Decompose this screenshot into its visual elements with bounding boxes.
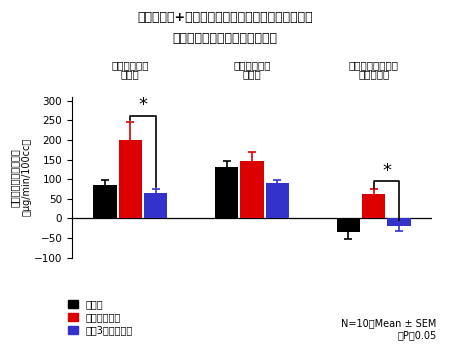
Text: 正味の筋タンパク: 正味の筋タンパク <box>349 60 399 70</box>
Bar <box>337 218 360 232</box>
Bar <box>362 194 386 218</box>
Text: 筋タンパク質: 筋タンパク質 <box>112 60 149 70</box>
Text: の合成: の合成 <box>121 69 140 79</box>
Text: *: * <box>382 161 391 180</box>
Bar <box>240 161 264 218</box>
Y-axis label: 腿部筋タンパク質代謝
（μg/min/100cc）: 腿部筋タンパク質代謝 （μg/min/100cc） <box>9 138 31 216</box>
Text: 筋タンパク質代謝に及ぼす影響: 筋タンパク質代謝に及ぼす影響 <box>172 32 278 45</box>
Bar <box>118 140 142 218</box>
Bar <box>266 183 289 218</box>
Text: タンパク質+糖質サプリメントの摂取タイミングが: タンパク質+糖質サプリメントの摂取タイミングが <box>137 11 313 24</box>
Bar <box>93 185 117 218</box>
Text: 質バランス: 質バランス <box>358 69 389 79</box>
Bar <box>387 218 411 226</box>
Text: N=10、Mean ± SEM
＊P＜0.05: N=10、Mean ± SEM ＊P＜0.05 <box>341 319 436 340</box>
Legend: 摂取前, 運動直後摂取, 運動3時間後摂取: 摂取前, 運動直後摂取, 運動3時間後摂取 <box>68 299 133 335</box>
Text: の分解: の分解 <box>243 69 261 79</box>
Text: *: * <box>139 96 148 114</box>
Bar <box>144 193 167 218</box>
Text: 筋タンパク質: 筋タンパク質 <box>233 60 271 70</box>
Bar <box>215 166 238 218</box>
